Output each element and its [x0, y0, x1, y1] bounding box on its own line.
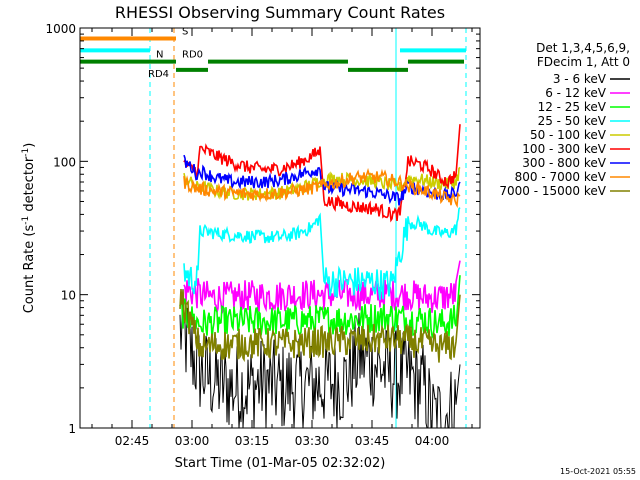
legend-label-50-100-kev: 50 - 100 keV: [530, 128, 607, 142]
x-tick-label-03-15: 03:15: [235, 434, 270, 448]
x-tick-label-03-00: 03:00: [175, 434, 210, 448]
legend-label-100-300-kev: 100 - 300 keV: [522, 142, 606, 156]
x-tick-label-04-00: 04:00: [415, 434, 450, 448]
flag-rd4-label: RD4: [148, 69, 169, 80]
legend: Det 1,3,4,5,6,9, FDecim 1, Att 0 3 - 6 k…: [499, 41, 630, 198]
legend-label-7000-15000-kev: 7000 - 15000 keV: [499, 184, 606, 198]
series-100-300-kev: [183, 124, 461, 223]
legend-label-800-7000-kev: 800 - 7000 keV: [515, 170, 607, 184]
flag-s-label: S: [182, 26, 188, 37]
chart-title: RHESSI Observing Summary Count Rates: [115, 3, 445, 22]
series-800-7000-kev: [183, 167, 461, 209]
series-7000-15000-kev: [179, 288, 461, 363]
legend-label-25-50-kev: 25 - 50 keV: [538, 114, 607, 128]
axis-ticks: 1 10 100 1000 02:45 03:00 03:15 03:30 03:45 04:00: [45, 22, 480, 448]
x-tick-label-03-30: 03:30: [295, 434, 330, 448]
legend-label-12-25-kev: 12 - 25 keV: [538, 100, 607, 114]
y-tick-label-1000: 1000: [45, 22, 76, 36]
y-axis-label: Count Rate (s-1 detector-1): [21, 143, 37, 314]
series-3-6-kev: [179, 289, 461, 429]
x-tick-label-02-45: 02:45: [115, 434, 150, 448]
flag-n-label: N: [156, 49, 163, 60]
y-tick-label-10: 10: [61, 289, 76, 303]
y-tick-label-1: 1: [68, 422, 76, 436]
data-layer: S N RD0 RD4: [79, 26, 467, 429]
legend-label-6-12-kev: 6 - 12 keV: [545, 86, 607, 100]
legend-header-line-2: FDecim 1, Att 0: [537, 55, 630, 69]
series-6-12-kev: [183, 260, 461, 314]
legend-label-3-6-kev: 3 - 6 keV: [553, 72, 607, 86]
x-tick-label-03-45: 03:45: [355, 434, 390, 448]
plot-frame: [79, 27, 481, 429]
legend-label-300-800-kev: 300 - 800 keV: [522, 156, 606, 170]
series-25-50-kev: [183, 207, 461, 301]
y-tick-label-100: 100: [53, 155, 76, 169]
legend-header-line-1: Det 1,3,4,5,6,9,: [536, 41, 630, 55]
x-axis-label: Start Time (01-Mar-05 02:32:02): [175, 456, 386, 471]
timestamp: 15-Oct-2021 05:55: [560, 467, 636, 476]
flag-rd0-label: RD0: [182, 50, 203, 61]
